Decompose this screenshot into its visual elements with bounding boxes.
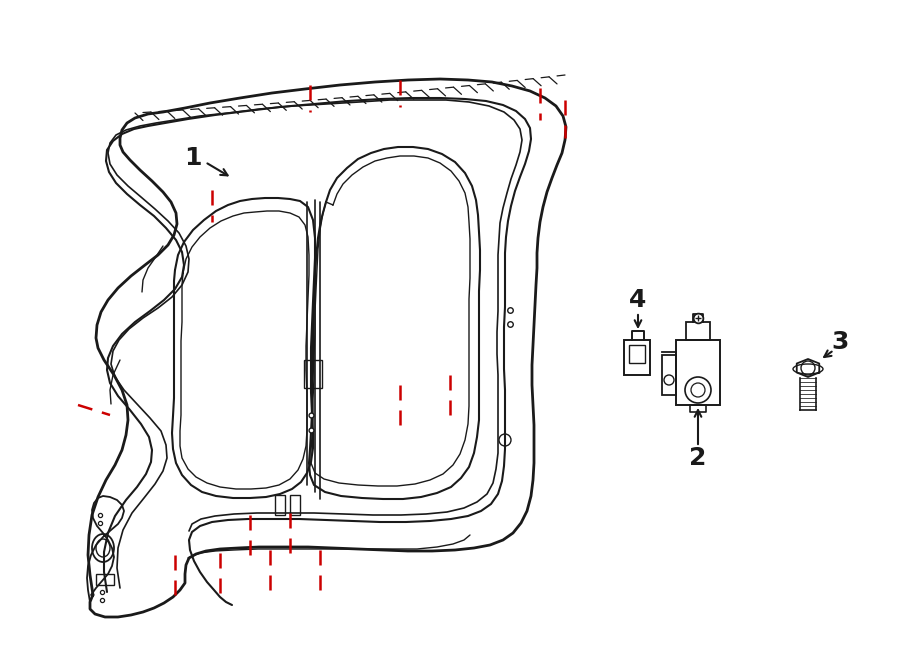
Bar xyxy=(662,355,676,395)
Bar xyxy=(629,345,645,363)
Bar xyxy=(624,340,650,375)
Bar xyxy=(290,495,300,515)
Text: 4: 4 xyxy=(629,288,647,312)
Text: 1: 1 xyxy=(184,146,202,170)
Bar xyxy=(275,495,285,515)
Bar xyxy=(676,340,720,405)
Bar xyxy=(304,360,322,388)
Text: 2: 2 xyxy=(689,446,706,470)
Bar xyxy=(96,574,114,585)
Text: 3: 3 xyxy=(832,330,849,354)
Bar xyxy=(686,322,710,340)
